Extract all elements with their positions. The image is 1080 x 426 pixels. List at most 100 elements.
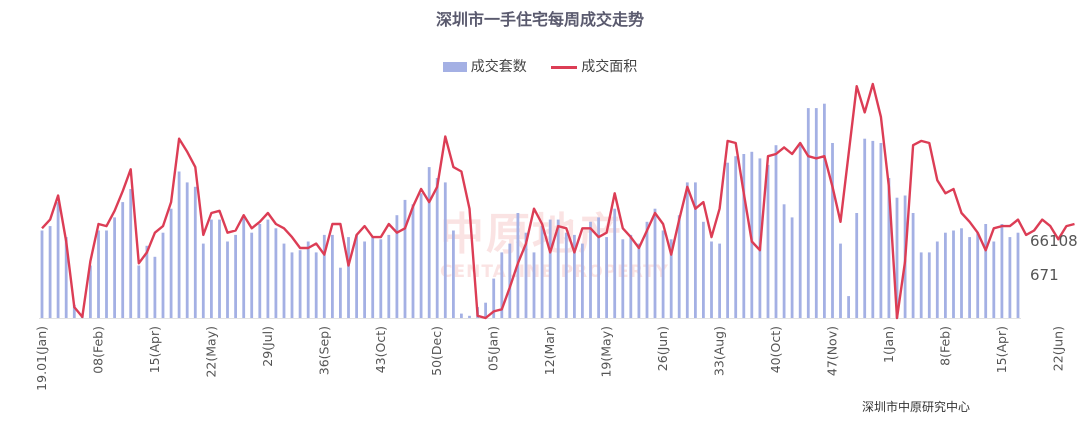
- x-tick-label: 43(Oct): [373, 326, 388, 373]
- bar-mark: [782, 204, 786, 318]
- x-tick-label: 47(Nov): [824, 326, 839, 376]
- bar-mark: [419, 193, 423, 318]
- bar-mark: [177, 171, 181, 318]
- bar-mark: [64, 237, 68, 318]
- legend-label-units: 成交套数: [470, 59, 527, 75]
- legend-item-units[interactable]: 成交套数: [442, 56, 527, 76]
- bar-mark: [629, 234, 633, 318]
- bar-mark: [411, 204, 415, 318]
- bar-mark: [935, 241, 939, 318]
- bar-mark: [226, 241, 229, 318]
- legend-item-area[interactable]: 成交面积: [551, 56, 637, 76]
- bar-mark: [637, 243, 641, 318]
- bar-mark: [863, 138, 867, 318]
- end-label-units: 671: [1030, 266, 1059, 284]
- bar-mark: [48, 226, 52, 318]
- source-note: 深圳市中原研究中心: [862, 400, 971, 414]
- x-tick-label: 22(Jun): [1050, 326, 1065, 371]
- bar-mark: [823, 103, 826, 318]
- bar-mark: [718, 243, 721, 318]
- bar-mark: [968, 237, 971, 318]
- x-tick-label: 33(Aug): [712, 326, 727, 376]
- bar-mark: [855, 213, 859, 318]
- bar-mark: [258, 224, 262, 318]
- bar-mark: [427, 167, 431, 318]
- x-tick-label: 50(Dec): [429, 326, 444, 376]
- bar-mark: [274, 228, 278, 318]
- bar-mark: [314, 252, 318, 318]
- bar-mark: [153, 256, 157, 318]
- bar-mark: [774, 145, 778, 318]
- x-tick-label: 19(May): [599, 326, 614, 378]
- bar-mark: [40, 230, 44, 318]
- bar-mark: [435, 178, 439, 318]
- bar-mark: [952, 230, 955, 318]
- bar-mark: [218, 219, 221, 318]
- x-tick-label: 12(Mar): [542, 326, 557, 375]
- bar-mark: [742, 154, 746, 318]
- bar-mark: [694, 182, 697, 318]
- x-tick-label: 08(Feb): [90, 326, 105, 374]
- line-series-area: [41, 82, 1075, 320]
- bar-mark: [573, 234, 576, 318]
- bar-mark: [669, 239, 673, 318]
- bar-mark: [532, 252, 536, 318]
- bar-mark: [605, 237, 608, 318]
- chart-title: 深圳市一手住宅每周成交走势: [435, 10, 644, 29]
- bar-mark: [452, 230, 455, 318]
- bar-mark: [839, 243, 842, 318]
- bar-mark: [766, 164, 770, 318]
- bar-mark: [331, 234, 334, 318]
- bar-mark: [89, 265, 92, 318]
- bar-mark: [927, 252, 931, 318]
- bar-mark: [581, 243, 584, 318]
- bar-mark: [56, 202, 60, 318]
- bar-mark: [645, 221, 649, 318]
- bar-mark: [702, 221, 705, 318]
- bar-mark: [242, 217, 246, 318]
- bar-mark: [548, 219, 552, 318]
- x-tick-label: 15(Apr): [147, 326, 162, 373]
- end-label-area: 66108: [1030, 232, 1078, 250]
- bar-mark: [500, 252, 504, 318]
- bar-mark: [524, 232, 528, 318]
- legend-label-area: 成交面积: [581, 59, 638, 75]
- x-tick-label: 40(Oct): [768, 326, 783, 373]
- bar-mark: [944, 232, 947, 318]
- bar-mark: [210, 219, 213, 318]
- bar-mark: [1008, 237, 1012, 318]
- bar-mark: [443, 182, 447, 318]
- bar-mark: [806, 108, 810, 318]
- bar-mark: [613, 208, 617, 318]
- bar-mark: [887, 178, 891, 318]
- bar-mark: [355, 234, 358, 318]
- bar-mark: [282, 243, 286, 318]
- x-tick-label: 8(Feb): [937, 326, 952, 366]
- bar-mark: [984, 224, 988, 318]
- bar-mark: [661, 230, 665, 318]
- bar-mark: [306, 241, 310, 318]
- bar-mark: [371, 237, 375, 318]
- bar-mark: [193, 186, 197, 318]
- bar-mark: [790, 217, 794, 318]
- x-tick-label: 26(Jun): [655, 326, 670, 371]
- bar-mark: [798, 145, 802, 318]
- bar-mark: [234, 234, 237, 318]
- bar-mark: [710, 241, 713, 318]
- bar-mark: [895, 197, 899, 318]
- bar-mark: [347, 237, 350, 318]
- bar-mark: [169, 208, 173, 318]
- bar-mark: [879, 143, 883, 318]
- bar-mark: [508, 243, 512, 318]
- legend: 成交套数 成交面积: [0, 56, 1080, 76]
- bar-mark: [201, 243, 205, 318]
- bar-mark: [185, 182, 189, 318]
- bar-mark: [734, 156, 738, 318]
- bar-mark: [556, 219, 560, 318]
- bar-mark: [621, 239, 625, 318]
- bar-mark: [726, 162, 729, 318]
- bar-mark: [105, 230, 108, 318]
- bar-mark: [403, 199, 407, 318]
- bar-mark: [814, 108, 818, 318]
- bar-mark: [871, 140, 875, 318]
